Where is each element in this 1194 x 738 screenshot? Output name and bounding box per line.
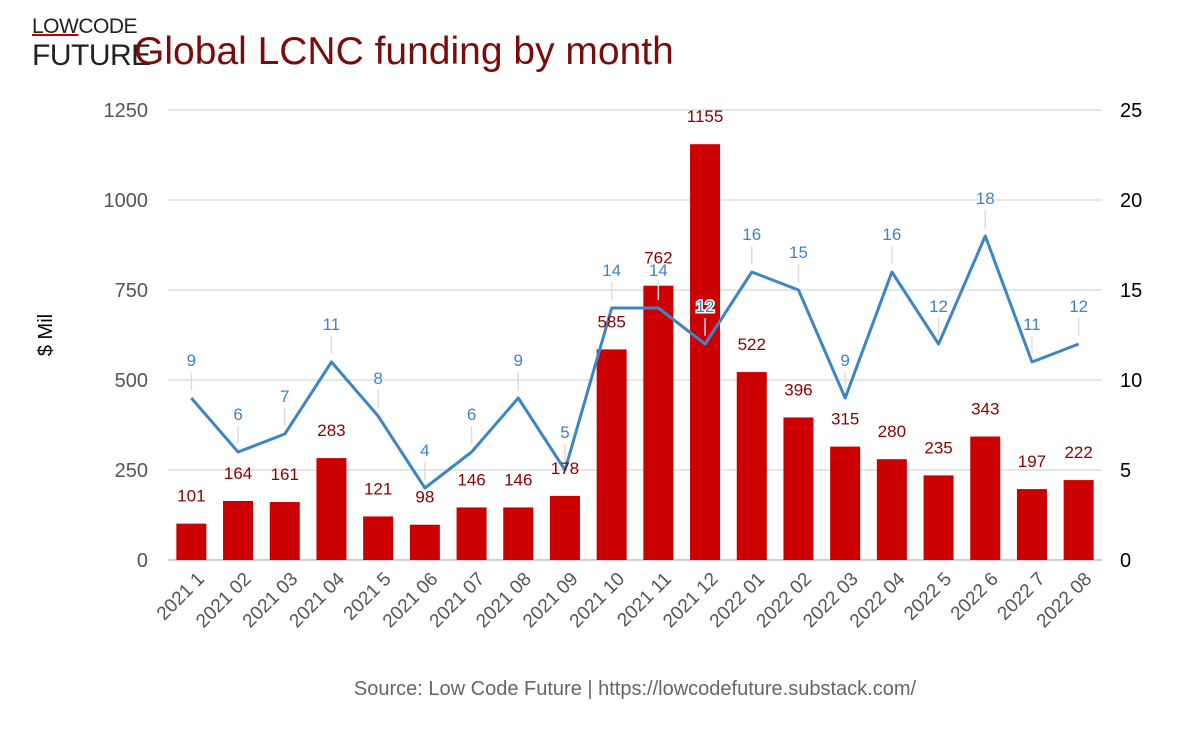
bar [783, 417, 814, 560]
logo-top-line: LOWCODE [32, 15, 138, 38]
bar-data-label: 146 [504, 470, 532, 489]
bar-data-label: 178 [551, 459, 579, 478]
line-data-label: 11 [323, 315, 341, 334]
y-tick-label: 500 [115, 370, 148, 392]
line-data-label: 15 [789, 243, 808, 262]
line-data-label: 16 [742, 225, 761, 244]
bar-data-label: 280 [878, 422, 906, 441]
bar [923, 475, 954, 560]
bar-data-label: 197 [1018, 452, 1046, 471]
y-tick-label: 0 [137, 550, 148, 572]
bar [269, 502, 300, 560]
bar-data-label: 283 [317, 421, 345, 440]
bar-data-label: 121 [364, 479, 392, 498]
bar [176, 523, 207, 560]
bar-data-label: 522 [738, 335, 766, 354]
bar [736, 372, 767, 560]
x-tick-label: 2022 5 [900, 569, 956, 625]
line-data-label: 5 [560, 423, 569, 442]
low-code-future-logo: LOWCODE FUTURE [32, 16, 151, 76]
bar-data-label: 585 [597, 312, 625, 331]
bar [830, 446, 861, 560]
deal-count-line [190, 234, 1080, 490]
line-data-label: 11 [1023, 315, 1041, 334]
y2-tick-label: 25 [1120, 100, 1142, 122]
line-data-label: 6 [233, 405, 242, 424]
x-tick-label: 2022 6 [947, 569, 1003, 625]
bar [970, 436, 1001, 560]
bar [690, 144, 721, 560]
bar-data-label: 235 [924, 438, 952, 457]
y2-tick-label: 10 [1120, 370, 1142, 392]
line-data-label: 4 [420, 441, 429, 460]
source-caption: Source: Low Code Future | https://lowcod… [353, 678, 917, 700]
bar-data-label: 396 [784, 380, 812, 399]
line-data-label: 9 [187, 351, 196, 370]
bar [1063, 480, 1094, 560]
bar [503, 507, 534, 560]
chart-title: Global LCNC funding by month [134, 30, 674, 73]
bar [456, 507, 487, 560]
logo-code-text: CODE [78, 15, 138, 38]
logo-low-text: LOW [32, 15, 79, 38]
line-data-label: 14 [602, 261, 621, 280]
y2-tick-label: 5 [1120, 460, 1131, 482]
line-data-label: 16 [882, 225, 901, 244]
y-tick-label: 1000 [104, 190, 149, 212]
bar [409, 524, 440, 560]
line-data-label: 9 [840, 351, 849, 370]
bar [223, 500, 254, 560]
bar-data-label: 101 [177, 487, 205, 506]
line-data-label: 8 [373, 369, 382, 388]
bar-data-label: 146 [457, 470, 485, 489]
line-data-label: 6 [467, 405, 476, 424]
y2-tick-label: 20 [1120, 190, 1142, 212]
line-data-label: 7 [280, 387, 289, 406]
line-data-label: 12 [929, 297, 948, 316]
bar [1016, 489, 1047, 560]
bar-data-label: 343 [971, 400, 999, 419]
bar [549, 495, 580, 560]
line-data-label: 12 [696, 297, 715, 316]
y-tick-label: 750 [115, 280, 148, 302]
bar-data-label: 315 [831, 410, 859, 429]
y-tick-label: 250 [115, 460, 148, 482]
y-tick-label: 1250 [104, 100, 149, 122]
bar [316, 458, 347, 560]
bar [363, 516, 394, 560]
line-data-label: 9 [514, 351, 523, 370]
line-data-label: 14 [649, 261, 668, 280]
bar [596, 349, 627, 560]
bar [643, 285, 674, 560]
bar-data-label: 161 [271, 465, 299, 484]
logo-future-text: FUTURE [32, 39, 151, 72]
bar-data-label: 222 [1064, 443, 1092, 462]
line-data-label: 12 [1069, 297, 1088, 316]
bar-data-label: 1155 [687, 107, 724, 126]
bar-data-label: 762 [644, 249, 672, 268]
line-data-label: 18 [976, 189, 995, 208]
bar [876, 459, 907, 560]
y2-tick-label: 15 [1120, 280, 1142, 302]
bar-data-label: 98 [415, 488, 434, 507]
bar-data-label: 164 [224, 464, 252, 483]
y-axis-label: $ Mil [35, 314, 57, 356]
y2-tick-label: 0 [1120, 550, 1131, 572]
